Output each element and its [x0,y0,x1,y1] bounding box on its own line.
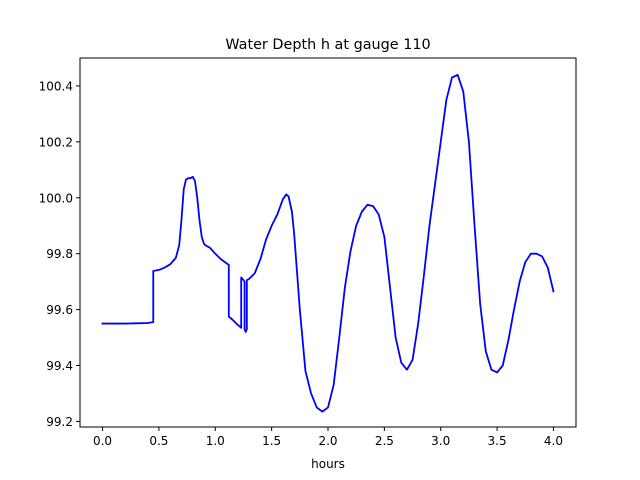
series-line-1 [101,73,555,413]
y-tick-label: 99.2 [46,415,73,429]
x-tick-label: 0.5 [149,434,168,448]
x-axis-label: hours [311,457,345,471]
x-tick-label: 4.0 [544,434,563,448]
y-tick-label: 100.0 [39,191,73,205]
x-tick-label: 3.0 [431,434,450,448]
x-tick-label: 1.5 [262,434,281,448]
x-tick-label: 2.5 [375,434,394,448]
plot-area [101,73,555,413]
y-tick-label: 100.4 [39,79,73,93]
x-tick-label: 1.0 [206,434,225,448]
x-tick-label: 0.0 [93,434,112,448]
y-tick-label: 99.8 [46,247,73,261]
axes: 0.0 0.5 1.0 1.5 2.0 2.5 3.0 3.5 4.0 99.2 99.4 99.6 9… [39,57,577,448]
y-tick-label: 99.4 [46,359,73,373]
y-tick-label: 100.2 [39,135,73,149]
x-tick-label: 3.5 [488,434,507,448]
chart-title: Water Depth h at gauge 110 [225,37,430,53]
y-tick-label: 99.6 [46,303,73,317]
x-tick-label: 2.0 [318,434,337,448]
